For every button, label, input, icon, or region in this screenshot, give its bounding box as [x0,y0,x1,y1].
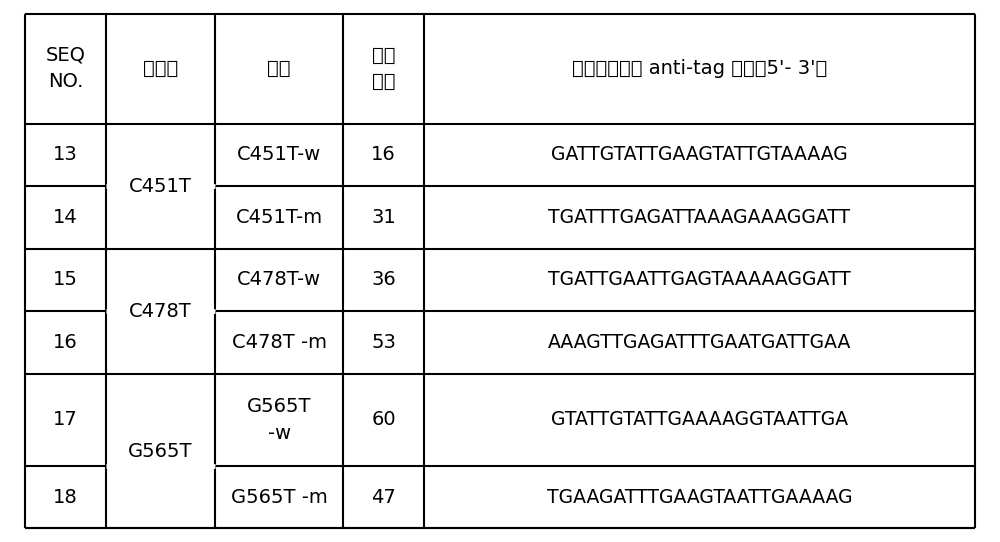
Text: 60: 60 [371,410,396,429]
Text: 18: 18 [53,488,78,507]
Text: G565T -m: G565T -m [231,488,328,507]
Text: C451T-m: C451T-m [236,208,323,227]
Text: TGATTGAATTGAGTAAAAAGGATT: TGATTGAATTGAGTAAAAAGGATT [548,270,851,289]
Text: 14: 14 [53,208,78,227]
Text: G565T: G565T [128,442,193,461]
Text: 15: 15 [53,270,78,289]
Text: AAAGTTGAGATTTGAATGATTGAA: AAAGTTGAGATTTGAATGATTGAA [548,333,851,352]
Text: C478T: C478T [129,302,192,321]
Text: G565T
-w: G565T -w [247,397,311,443]
Text: 微球
编号: 微球 编号 [372,46,395,92]
Text: 类型: 类型 [267,59,291,78]
Text: 微球上对应的 anti-tag 序列（5'- 3'）: 微球上对应的 anti-tag 序列（5'- 3'） [572,59,827,78]
Text: 基因型: 基因型 [143,59,178,78]
Text: GTATTGTATTGAAAAGGTAATTGA: GTATTGTATTGAAAAGGTAATTGA [551,410,848,429]
Text: 13: 13 [53,145,78,164]
Text: 47: 47 [371,488,396,507]
Text: TGAAGATTTGAAGTAATTGAAAAG: TGAAGATTTGAAGTAATTGAAAAG [547,488,852,507]
Text: 17: 17 [53,410,78,429]
Text: SEQ
NO.: SEQ NO. [45,46,85,92]
Text: GATTGTATTGAAGTATTGTAAAAG: GATTGTATTGAAGTATTGTAAAAG [551,145,848,164]
Text: 31: 31 [371,208,396,227]
Text: 36: 36 [371,270,396,289]
Text: C451T-w: C451T-w [237,145,321,164]
Text: C451T: C451T [129,177,192,196]
Text: C478T-w: C478T-w [237,270,321,289]
Text: 16: 16 [371,145,396,164]
Text: 53: 53 [371,333,396,352]
Text: TGATTTGAGATTAAAGAAAGGATT: TGATTTGAGATTAAAGAAAGGATT [548,208,851,227]
Text: C478T -m: C478T -m [232,333,327,352]
Text: 16: 16 [53,333,78,352]
